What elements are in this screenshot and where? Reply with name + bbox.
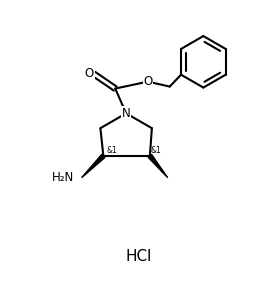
Polygon shape (81, 154, 105, 178)
Text: &1: &1 (106, 146, 117, 155)
Text: N: N (122, 107, 130, 120)
Text: O: O (85, 67, 94, 80)
Text: HCl: HCl (126, 250, 152, 264)
Text: H₂N: H₂N (51, 171, 74, 184)
Polygon shape (148, 155, 168, 178)
Text: O: O (143, 75, 153, 88)
Text: &1: &1 (151, 146, 162, 155)
